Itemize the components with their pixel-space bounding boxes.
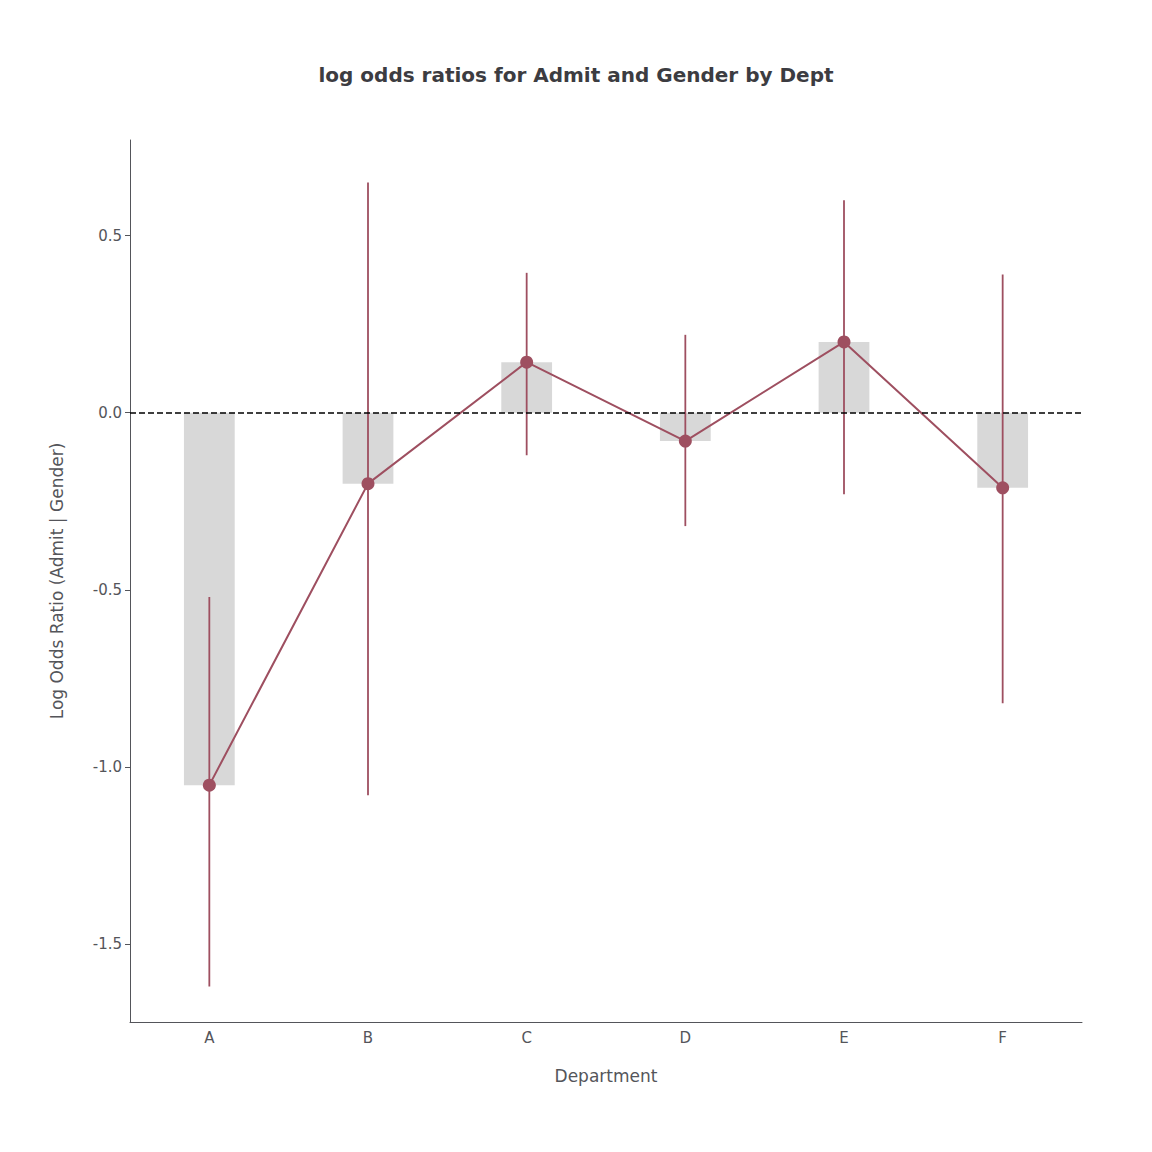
svg-text:A: A (204, 1029, 215, 1047)
svg-text:B: B (363, 1029, 373, 1047)
svg-text:0.5: 0.5 (98, 227, 122, 245)
svg-text:-1.0: -1.0 (93, 758, 122, 776)
svg-text:log odds ratios for Admit and: log odds ratios for Admit and Gender by … (318, 63, 834, 87)
svg-text:Department: Department (555, 1066, 658, 1086)
svg-text:0.0: 0.0 (98, 404, 122, 422)
svg-text:E: E (839, 1029, 848, 1047)
svg-text:D: D (680, 1029, 692, 1047)
svg-text:-1.5: -1.5 (93, 935, 122, 953)
svg-text:C: C (521, 1029, 531, 1047)
svg-text:Log Odds Ratio (Admit | Gender: Log Odds Ratio (Admit | Gender) (47, 443, 67, 720)
svg-text:-0.5: -0.5 (93, 581, 122, 599)
svg-text:F: F (998, 1029, 1007, 1047)
